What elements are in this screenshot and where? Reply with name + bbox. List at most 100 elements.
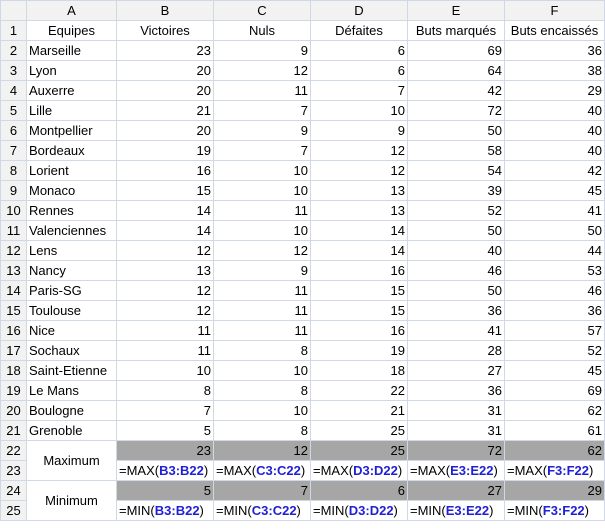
cell-team-name[interactable]: Nice	[26, 320, 117, 341]
cell-value[interactable]: 36	[504, 40, 605, 61]
cell-header-c[interactable]: Nuls	[213, 20, 311, 41]
maximum-result-cell[interactable]: 62	[504, 440, 605, 461]
cell-team-name[interactable]: Boulogne	[26, 400, 117, 421]
cell-value[interactable]: 69	[504, 380, 605, 401]
minimum-formula-cell[interactable]: =MIN(D3:D22)	[310, 500, 408, 521]
cell-value[interactable]: 29	[504, 80, 605, 101]
row-header[interactable]: 10	[0, 200, 27, 221]
row-header[interactable]: 15	[0, 300, 27, 321]
cell-value[interactable]: 50	[504, 220, 605, 241]
cell-value[interactable]: 16	[116, 160, 214, 181]
cell-value[interactable]: 12	[310, 140, 408, 161]
cell-value[interactable]: 5	[116, 420, 214, 441]
maximum-result-cell[interactable]: 72	[407, 440, 505, 461]
cell-value[interactable]: 11	[213, 320, 311, 341]
cell-value[interactable]: 19	[116, 140, 214, 161]
row-header[interactable]: 11	[0, 220, 27, 241]
cell-value[interactable]: 18	[310, 360, 408, 381]
cell-value[interactable]: 50	[407, 120, 505, 141]
cell-value[interactable]: 72	[407, 100, 505, 121]
cell-value[interactable]: 61	[504, 420, 605, 441]
cell-header-d[interactable]: Défaites	[310, 20, 408, 41]
column-header-d[interactable]: D	[310, 0, 408, 21]
cell-value[interactable]: 31	[407, 420, 505, 441]
cell-value[interactable]: 20	[116, 80, 214, 101]
cell-value[interactable]: 12	[116, 240, 214, 261]
row-header[interactable]: 8	[0, 160, 27, 181]
cell-value[interactable]: 44	[504, 240, 605, 261]
cell-value[interactable]: 14	[116, 220, 214, 241]
cell-team-name[interactable]: Valenciennes	[26, 220, 117, 241]
cell-value[interactable]: 13	[310, 200, 408, 221]
cell-value[interactable]: 20	[116, 60, 214, 81]
cell-value[interactable]: 10	[310, 100, 408, 121]
cell-value[interactable]: 14	[310, 220, 408, 241]
maximum-result-cell[interactable]: 25	[310, 440, 408, 461]
cell-value[interactable]: 7	[213, 100, 311, 121]
cell-value[interactable]: 9	[213, 260, 311, 281]
cell-value[interactable]: 45	[504, 180, 605, 201]
minimum-formula-cell[interactable]: =MIN(C3:C22)	[213, 500, 311, 521]
row-header[interactable]: 12	[0, 240, 27, 261]
cell-team-name[interactable]: Monaco	[26, 180, 117, 201]
row-header[interactable]: 20	[0, 400, 27, 421]
maximum-formula-cell[interactable]: =MAX(C3:C22)	[213, 460, 311, 481]
select-all-corner[interactable]	[0, 0, 27, 21]
cell-value[interactable]: 40	[504, 100, 605, 121]
minimum-result-cell[interactable]: 7	[213, 480, 311, 501]
cell-value[interactable]: 36	[407, 380, 505, 401]
cell-value[interactable]: 9	[310, 120, 408, 141]
cell-value[interactable]: 15	[310, 280, 408, 301]
cell-value[interactable]: 8	[213, 420, 311, 441]
row-header[interactable]: 21	[0, 420, 27, 441]
row-header[interactable]: 1	[0, 20, 27, 41]
cell-value[interactable]: 25	[310, 420, 408, 441]
cell-value[interactable]: 6	[310, 60, 408, 81]
cell-team-name[interactable]: Marseille	[26, 40, 117, 61]
cell-value[interactable]: 50	[407, 220, 505, 241]
cell-header-f[interactable]: Buts encaissés	[504, 20, 605, 41]
cell-value[interactable]: 58	[407, 140, 505, 161]
cell-value[interactable]: 52	[407, 200, 505, 221]
minimum-result-cell[interactable]: 5	[116, 480, 214, 501]
row-header[interactable]: 13	[0, 260, 27, 281]
column-header-b[interactable]: B	[116, 0, 214, 21]
cell-value[interactable]: 46	[407, 260, 505, 281]
minimum-formula-cell[interactable]: =MIN(E3:E22)	[407, 500, 505, 521]
minimum-result-cell[interactable]: 6	[310, 480, 408, 501]
minimum-formula-cell[interactable]: =MIN(F3:F22)	[504, 500, 605, 521]
cell-value[interactable]: 7	[310, 80, 408, 101]
maximum-result-cell[interactable]: 12	[213, 440, 311, 461]
row-header[interactable]: 6	[0, 120, 27, 141]
column-header-c[interactable]: C	[213, 0, 311, 21]
cell-value[interactable]: 46	[504, 280, 605, 301]
cell-value[interactable]: 38	[504, 60, 605, 81]
cell-team-name[interactable]: Lens	[26, 240, 117, 261]
maximum-formula-cell[interactable]: =MAX(D3:D22)	[310, 460, 408, 481]
cell-value[interactable]: 8	[213, 340, 311, 361]
cell-value[interactable]: 69	[407, 40, 505, 61]
cell-team-name[interactable]: Le Mans	[26, 380, 117, 401]
cell-value[interactable]: 20	[116, 120, 214, 141]
cell-value[interactable]: 11	[213, 80, 311, 101]
cell-value[interactable]: 28	[407, 340, 505, 361]
cell-team-name[interactable]: Lyon	[26, 60, 117, 81]
cell-value[interactable]: 52	[504, 340, 605, 361]
row-header[interactable]: 16	[0, 320, 27, 341]
row-header[interactable]: 7	[0, 140, 27, 161]
cell-value[interactable]: 19	[310, 340, 408, 361]
cell-value[interactable]: 11	[213, 300, 311, 321]
cell-value[interactable]: 14	[116, 200, 214, 221]
cell-value[interactable]: 53	[504, 260, 605, 281]
cell-team-name[interactable]: Rennes	[26, 200, 117, 221]
cell-value[interactable]: 10	[213, 160, 311, 181]
cell-value[interactable]: 12	[116, 300, 214, 321]
cell-value[interactable]: 16	[310, 320, 408, 341]
cell-team-name[interactable]: Toulouse	[26, 300, 117, 321]
row-header[interactable]: 2	[0, 40, 27, 61]
cell-value[interactable]: 11	[116, 320, 214, 341]
row-header[interactable]: 19	[0, 380, 27, 401]
row-header[interactable]: 23	[0, 460, 27, 481]
cell-value[interactable]: 11	[213, 280, 311, 301]
cell-team-name[interactable]: Lorient	[26, 160, 117, 181]
